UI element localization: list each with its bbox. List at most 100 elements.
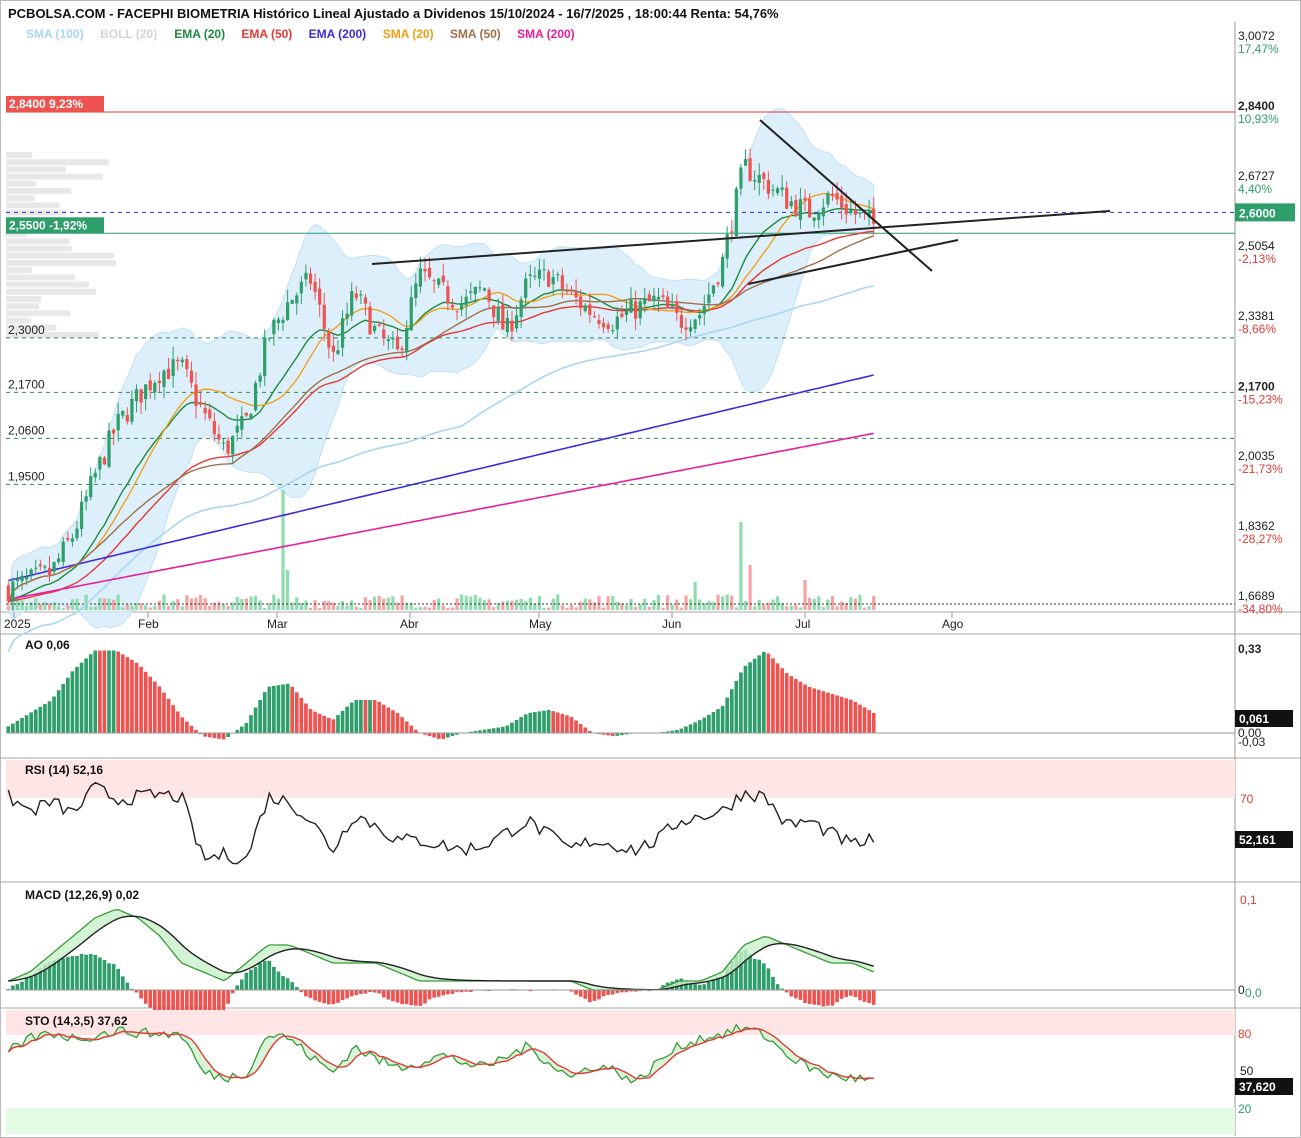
ao-bar (413, 729, 418, 733)
volume-bar (743, 600, 748, 610)
price-pct-4: -8,66% (1238, 322, 1276, 336)
macd-hist-bar (143, 990, 148, 1004)
ao-bar (235, 730, 240, 733)
candle-body (872, 208, 876, 224)
volume-bar (336, 605, 340, 610)
sto-d-line (7, 1027, 874, 1080)
ao-bar (835, 695, 839, 733)
sto-tick-50: 50 (1240, 1064, 1254, 1078)
ao-bar (569, 717, 574, 733)
ao-bar (606, 733, 610, 736)
volume-bar (817, 596, 821, 610)
candle-body (299, 281, 303, 294)
candle-body (748, 158, 752, 181)
candle-body (409, 297, 413, 331)
volume-bar (721, 596, 725, 610)
volume-bar (258, 600, 262, 610)
macd-hist-bar (780, 988, 784, 990)
ao-bar (565, 715, 569, 733)
candle-body (258, 375, 262, 382)
ao-bar (304, 703, 308, 733)
ao-bar (551, 711, 556, 733)
ao-panel: AO 0,06 0,33 0,00-0,03 0,061 (6, 638, 1293, 749)
macd-hist-bar (363, 990, 368, 994)
macd-hist-bar (322, 990, 327, 1004)
candle-body (487, 289, 491, 302)
macd-hist-bar (226, 990, 230, 1004)
macd-hist-bar (684, 982, 688, 990)
candle-body (157, 380, 161, 384)
candle-body (171, 359, 175, 376)
candle-body (304, 272, 308, 280)
macd-hist-bar (340, 990, 345, 1001)
volume-bar (501, 601, 505, 610)
volume-profile-bar (6, 288, 96, 295)
macd-hist-bar (372, 990, 377, 993)
macd-hist-bar (432, 990, 436, 998)
macd-hist-bar (601, 990, 606, 997)
macd-hist-bar (11, 985, 15, 990)
ao-bar (345, 706, 349, 733)
candle-body (528, 274, 532, 276)
price-pct-1: 10,93% (1238, 112, 1279, 126)
volume-bar (286, 570, 290, 610)
legend-item-3: EMA (50) (241, 27, 292, 41)
volume-bar (377, 595, 381, 610)
candle-body (551, 277, 555, 285)
macd-hist-bar (290, 982, 295, 990)
ao-bar (386, 707, 391, 733)
price-pct-5: -15,23% (1238, 392, 1283, 406)
macd-hist-bar (33, 972, 38, 990)
price-tick-8: 1,6689 (1238, 589, 1275, 603)
candle-body (79, 501, 84, 529)
macd-hist-bar (574, 990, 578, 995)
ao-bar (258, 699, 262, 733)
macd-hist-bar (739, 951, 743, 990)
candle-body (286, 302, 290, 321)
ao-bar (98, 650, 102, 733)
volume-bar (47, 603, 52, 610)
candle-body (139, 389, 143, 403)
ao-bar (574, 720, 578, 733)
volume-bar (166, 605, 171, 610)
candle-body (249, 413, 253, 419)
ao-bar (262, 692, 267, 733)
candle-body (698, 314, 702, 319)
volume-bar (157, 600, 161, 610)
ao-bar (125, 657, 130, 733)
macd-hist-bar (217, 990, 221, 1013)
macd-hist-bar (221, 990, 226, 1014)
macd-hist-bar (436, 990, 441, 997)
candle-body (556, 274, 560, 276)
volume-bar (125, 604, 129, 610)
candlesticks (6, 148, 876, 611)
macd-hist-bar (413, 990, 418, 1006)
volume-bar (144, 605, 148, 610)
ao-bar (587, 730, 592, 733)
volume-bar (112, 599, 116, 610)
volume-profile-bar (6, 238, 70, 245)
price-tick-6: 2,0035 (1238, 449, 1275, 463)
volume-bar (400, 595, 404, 610)
volume-profile-bar (6, 260, 117, 266)
macd-hist-bar (400, 990, 404, 1005)
ao-bar (217, 733, 221, 739)
volume-bar (496, 602, 500, 610)
candle-body (125, 414, 129, 422)
volume-bar (354, 606, 358, 610)
macd-hist-bar (711, 979, 716, 990)
macd-hist-bar (757, 959, 762, 990)
candle-body (533, 275, 537, 277)
ao-bar (189, 725, 194, 733)
volume-bar (556, 594, 560, 610)
volume-profile-bar (6, 152, 33, 158)
ao-bar (134, 662, 139, 733)
candle-body (318, 288, 322, 305)
legend-item-2: EMA (20) (174, 27, 225, 41)
volume-profile-bar (6, 274, 75, 281)
candle-body (235, 425, 239, 433)
macd-hist-bar (798, 990, 803, 1000)
volume-bar (611, 595, 615, 610)
macd-hist-bar (629, 990, 633, 992)
